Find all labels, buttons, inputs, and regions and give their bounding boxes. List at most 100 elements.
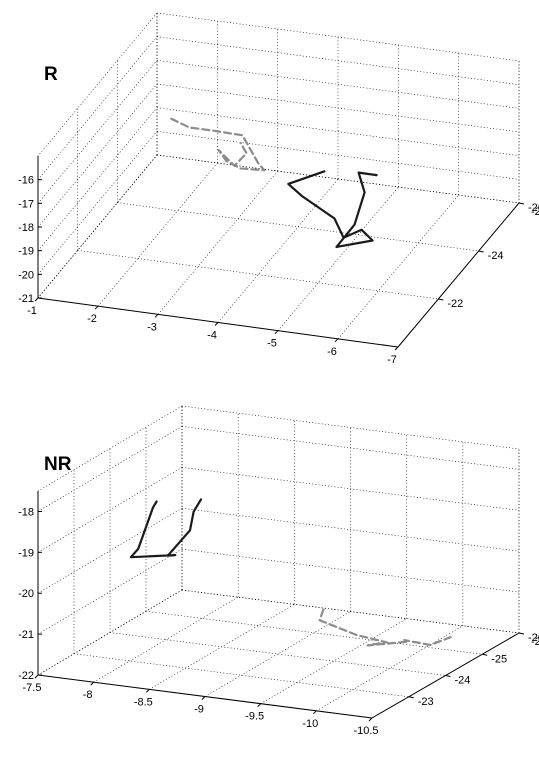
y-tick-mark — [482, 653, 488, 656]
x-tick-mark — [201, 696, 206, 700]
grid-line — [156, 60, 520, 109]
x-tick-label: -8.5 — [134, 696, 153, 708]
y-tick-mark — [408, 696, 414, 699]
x-tick-label: -6 — [327, 346, 337, 358]
x-tick-mark — [257, 703, 262, 708]
panel-label: R — [44, 64, 58, 85]
z-tick-label: -20 — [18, 588, 34, 600]
y-tick-label: -23 — [418, 696, 434, 708]
grid-line — [156, 12, 520, 62]
z-tick-label: -18 — [18, 506, 34, 518]
grid-line — [181, 405, 520, 450]
x-tick-label: -10.5 — [353, 725, 378, 737]
y-tick-mark — [518, 202, 525, 205]
grid-line — [37, 60, 158, 204]
grid-line — [37, 467, 183, 553]
grid-line — [181, 548, 520, 593]
x-tick-label: -7.5 — [23, 682, 42, 694]
y-tick-label: -24 — [455, 675, 471, 687]
grid-line — [217, 178, 339, 323]
x-tick-mark — [312, 710, 317, 715]
grid-line — [37, 507, 183, 594]
y-tick-label: -2 — [531, 206, 539, 218]
y-tick-label: -22 — [447, 298, 463, 310]
z-tick-label: -19 — [18, 547, 34, 559]
z-tick-label: -22 — [18, 670, 34, 682]
z-tick-label: -19 — [18, 246, 34, 258]
x-tick-mark — [334, 338, 339, 343]
y-tick-mark — [445, 675, 451, 677]
x-tick-mark — [34, 674, 39, 679]
y-axis-line — [397, 202, 520, 348]
grid-line — [316, 625, 463, 712]
y-tick-label: -25 — [491, 653, 507, 665]
z-tick-label: -16 — [18, 175, 34, 187]
y-tick-label: -26 — [528, 632, 539, 644]
grid-line — [37, 131, 158, 275]
z-tick-label: -20 — [18, 269, 34, 281]
panel-nr: -7.5 -8 -8.5 -9 -9.5 -10 -10.5 -23 -24 -25 -26-2 -1… — [18, 405, 539, 737]
grid-line — [181, 507, 520, 552]
z-tick-label: -17 — [18, 198, 34, 210]
y-tick-label: -2 — [531, 636, 539, 648]
grid-line — [37, 589, 183, 676]
grid-line — [109, 632, 446, 676]
x-tick-label: -1 — [27, 305, 37, 317]
x-tick-label: -8 — [83, 689, 93, 701]
grid-line — [145, 610, 483, 655]
grid-line — [37, 548, 183, 635]
x-tick-label: -2 — [87, 313, 97, 325]
y-tick-label: -24 — [488, 250, 504, 262]
z-tick-label: -21 — [18, 629, 34, 641]
x-tick-mark — [90, 681, 95, 686]
x-tick-label: -5 — [267, 338, 277, 350]
grid-line — [181, 426, 520, 470]
grid-line — [37, 107, 158, 251]
series-line-solid — [287, 170, 378, 248]
grid-line — [277, 186, 399, 331]
grid-line — [156, 107, 520, 156]
grid-line — [156, 36, 520, 85]
grid-line — [156, 131, 520, 180]
grid-line — [117, 202, 479, 252]
x-tick-mark — [274, 330, 279, 335]
y-tick-mark — [478, 250, 484, 253]
x-tick-mark — [394, 346, 399, 351]
x-tick-label: -9 — [194, 704, 204, 716]
x-tick-label: -10 — [302, 718, 318, 730]
grid-line — [157, 170, 278, 315]
grid-line — [77, 250, 439, 300]
panel-label: NR — [44, 454, 72, 475]
x-tick-mark — [34, 297, 39, 302]
x-tick-label: -9.5 — [245, 711, 264, 723]
x-tick-label: -4 — [207, 330, 217, 342]
x-tick-mark — [154, 313, 159, 318]
grid-line — [37, 405, 183, 492]
panel-r: -1-2-3-4-5-6-7-22-24-26-2-16-17-18-19-20… — [18, 12, 539, 366]
grid-line — [37, 36, 158, 180]
series-line-solid — [129, 498, 203, 559]
z-tick-label: -21 — [18, 293, 34, 305]
grid-line — [37, 154, 158, 299]
grid-line — [156, 83, 520, 133]
y-tick-label: -26 — [528, 202, 539, 214]
grid-line — [37, 83, 158, 228]
grid-line — [181, 467, 520, 511]
grid-line — [97, 162, 218, 307]
grid-line — [156, 154, 520, 204]
grid-line — [181, 589, 520, 634]
grid-line — [37, 12, 158, 157]
x-tick-mark — [214, 322, 219, 326]
x-tick-label: -3 — [147, 321, 157, 333]
z-tick-label: -18 — [18, 222, 34, 234]
series-line-dashed — [318, 608, 452, 647]
grid-line — [37, 426, 183, 512]
y-tick-mark — [438, 298, 444, 301]
x-tick-label: -7 — [387, 354, 397, 366]
series-line-dashed — [170, 117, 266, 172]
y-tick-mark — [518, 632, 525, 635]
x-tick-mark — [368, 717, 373, 722]
grid-line — [93, 596, 239, 683]
x-tick-mark — [145, 688, 150, 693]
